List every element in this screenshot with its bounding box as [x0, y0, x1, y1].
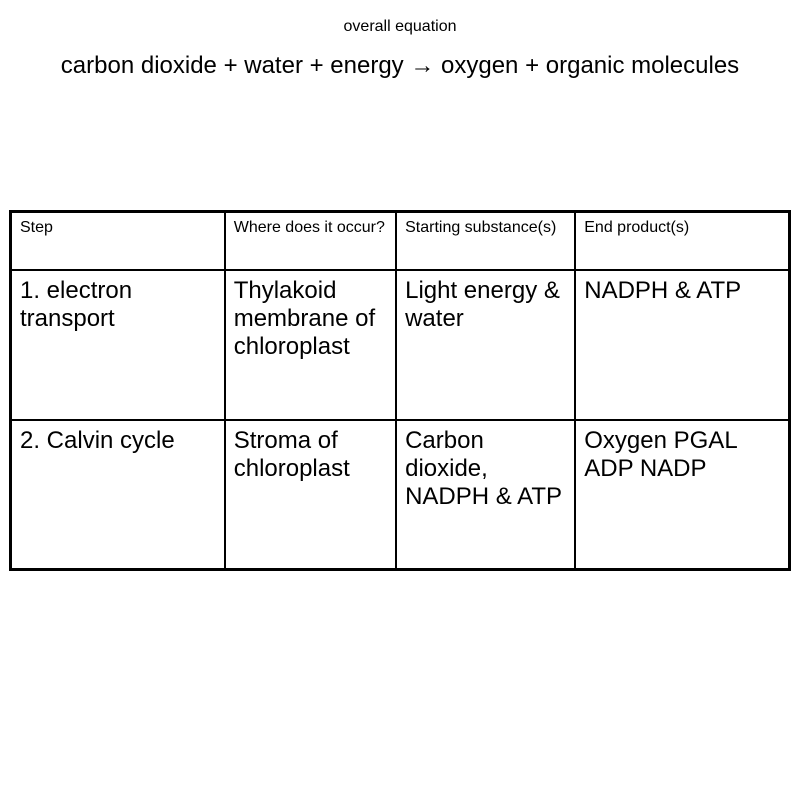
column-header-starting: Starting substance(s) [396, 212, 575, 270]
photosynthesis-table: Step Where does it occur? Starting subst… [9, 210, 791, 571]
table-row: 1. electron transport Thylakoid membrane… [11, 270, 790, 420]
column-header-where: Where does it occur? [225, 212, 396, 270]
equation-text: carbon dioxide + water + energy → oxygen… [0, 52, 800, 90]
spacer [0, 90, 800, 210]
table-row: 2. Calvin cycle Stroma of chloroplast Ca… [11, 420, 790, 570]
cell-starting: Light energy & water [396, 270, 575, 420]
cell-step: 1. electron transport [11, 270, 225, 420]
table-header-row: Step Where does it occur? Starting subst… [11, 212, 790, 270]
column-header-end: End product(s) [575, 212, 789, 270]
column-header-step: Step [11, 212, 225, 270]
cell-where: Stroma of chloroplast [225, 420, 396, 570]
cell-where: Thylakoid membrane of chloroplast [225, 270, 396, 420]
cell-end: NADPH & ATP [575, 270, 789, 420]
cell-starting: Carbon dioxide, NADPH & ATP [396, 420, 575, 570]
cell-step: 2. Calvin cycle [11, 420, 225, 570]
page-title: overall equation [0, 0, 800, 52]
cell-end: Oxygen PGAL ADP NADP [575, 420, 789, 570]
